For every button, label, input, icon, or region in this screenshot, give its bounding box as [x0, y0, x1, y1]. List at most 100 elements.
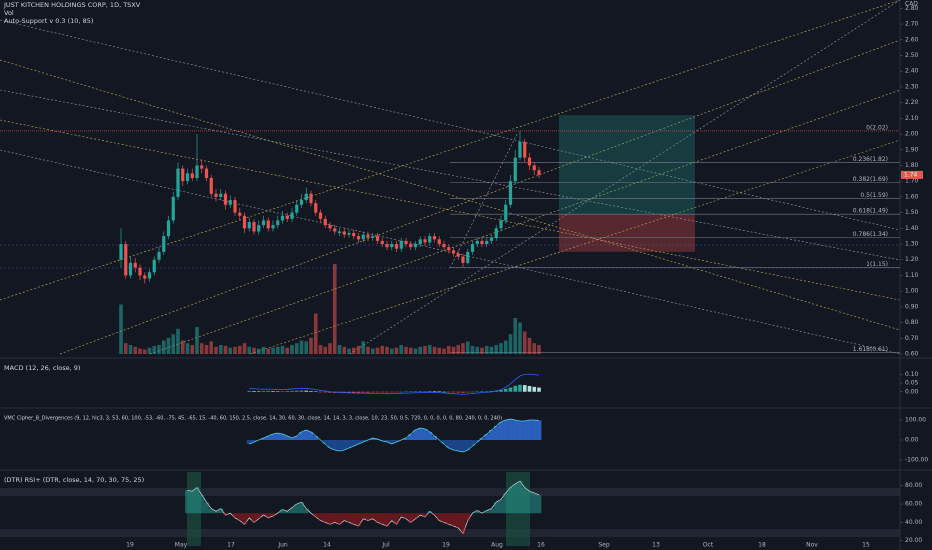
rsi-fill	[451, 513, 456, 527]
rsi-fill	[299, 502, 304, 514]
candle-body	[404, 240, 408, 245]
y-tick-label: 0.05	[905, 380, 919, 387]
candle-body	[518, 141, 522, 158]
candle-body	[143, 275, 147, 279]
y-tick-label: 80.00	[905, 482, 922, 489]
macd-hist	[356, 391, 361, 393]
candle-body	[504, 204, 508, 221]
volume-bar	[237, 345, 242, 354]
vmc-wave	[503, 420, 509, 440]
rsi-fill	[204, 502, 209, 514]
vmc-wave	[531, 420, 537, 440]
rsi-fill	[189, 491, 195, 514]
candle-body	[285, 215, 289, 219]
vmc-wave	[289, 438, 295, 440]
vmc-wave	[284, 436, 290, 440]
x-tick-label: Sep	[598, 542, 610, 549]
y-tick-label: 2.30	[905, 83, 919, 90]
y-tick-label: 1.40	[905, 225, 919, 232]
volume-bar	[503, 340, 508, 354]
y-tick-label: 20.00	[905, 537, 922, 544]
volume-bar	[366, 346, 370, 354]
fib-label: 0.5(1.59)	[860, 192, 888, 199]
macd-hist	[266, 390, 271, 392]
rsi-fill	[313, 513, 319, 517]
volume-bar	[309, 337, 313, 354]
vmc-wave	[508, 419, 513, 440]
volume-bar	[423, 345, 427, 354]
vmc-wave	[337, 440, 342, 451]
y-tick-label: 1.30	[905, 241, 919, 248]
volume-bar	[138, 348, 142, 354]
volume-bar	[446, 345, 451, 354]
candle-body	[190, 173, 194, 179]
candle-body	[162, 236, 166, 252]
volume-bar	[427, 345, 432, 354]
volume-bar	[394, 347, 399, 354]
x-tick-label: 18	[758, 542, 766, 549]
x-tick-label: 19	[442, 542, 450, 549]
volume-bar	[380, 345, 385, 354]
rsi-fill	[223, 513, 228, 516]
trend-line	[0, 59, 901, 331]
rsi-fill	[484, 510, 490, 514]
vmc-wave	[512, 420, 518, 440]
rsi-fill	[318, 513, 323, 521]
macd-title: MACD (12, 26, close, 9)	[4, 364, 80, 372]
candle-body	[185, 173, 190, 182]
candle-body	[147, 272, 152, 279]
candle-body	[375, 236, 380, 241]
rsi-fill	[417, 513, 423, 516]
macd-hist	[537, 387, 541, 392]
candle-body	[290, 212, 294, 219]
candle-body	[261, 220, 266, 226]
volume-bar	[275, 346, 280, 354]
macd-hist	[532, 386, 537, 392]
fib-label: 1.618(0.61)	[853, 346, 888, 353]
vmc-wave	[417, 428, 423, 440]
candle-body	[181, 168, 185, 182]
volume-bar	[442, 348, 446, 354]
vmc-wave	[322, 440, 328, 444]
candle-body	[314, 203, 318, 213]
fib-label: 0.382(1.69)	[853, 176, 888, 183]
candle-body	[171, 196, 175, 221]
candle-body	[247, 222, 251, 229]
volume-bar	[499, 343, 503, 354]
y-tick-label: 1.00	[905, 288, 919, 295]
vmc-wave	[489, 430, 494, 440]
rsi-fill	[522, 487, 528, 514]
macd-hist	[508, 387, 513, 392]
y-tick-label: 0.90	[905, 303, 919, 310]
position-stop	[559, 214, 695, 252]
volume-bar	[351, 347, 356, 354]
y-tick-label: 2.60	[905, 36, 919, 43]
candle-body	[209, 178, 213, 194]
x-tick-label: 15	[862, 542, 870, 549]
candle-body	[432, 236, 437, 240]
vmc-wave	[536, 420, 542, 440]
macd-hist	[385, 391, 389, 393]
candle-body	[133, 262, 137, 268]
macd-hist	[256, 391, 261, 392]
y-tick-label: 0.80	[905, 319, 919, 326]
rsi-fill	[322, 513, 328, 523]
vmc-wave	[313, 436, 319, 440]
trend-line	[0, 149, 901, 355]
candle-body	[195, 165, 199, 179]
rsi-fill	[465, 513, 471, 521]
candle-body	[437, 239, 441, 245]
vmc-wave	[280, 434, 285, 440]
y-tick-label: 1.80	[905, 162, 919, 169]
macd-hist	[380, 391, 385, 393]
vmc-wave	[299, 432, 304, 440]
candle-body	[423, 239, 427, 243]
rsi-fill	[332, 513, 338, 523]
volume-bar	[119, 304, 123, 354]
candle-body	[309, 193, 313, 204]
macd-hist	[247, 390, 252, 392]
rsi-fill	[284, 511, 290, 514]
rsi-fill	[242, 513, 247, 525]
y-tick-label: 1.10	[905, 272, 919, 279]
vmc-wave	[413, 430, 418, 440]
